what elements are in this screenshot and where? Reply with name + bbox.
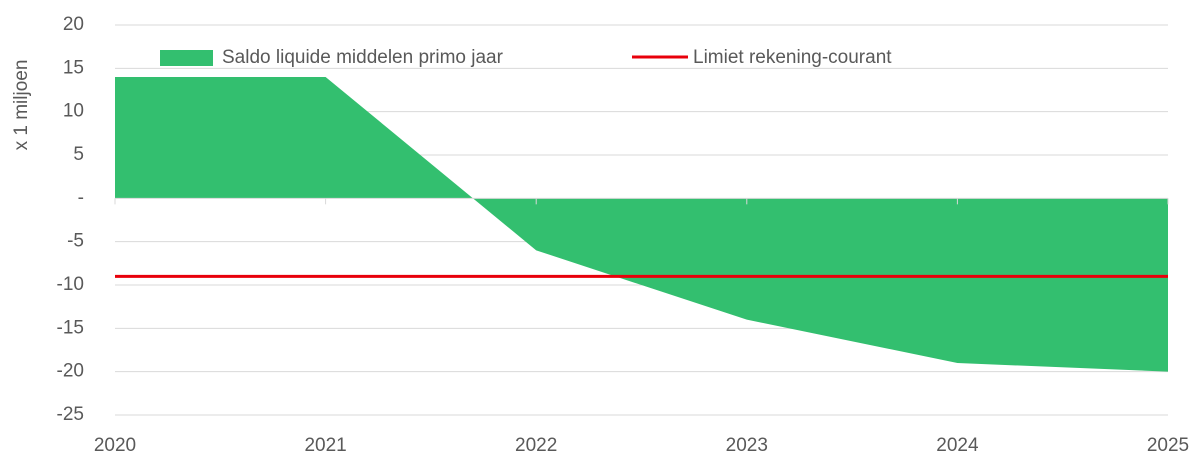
- x-tick-label: 2025: [1147, 435, 1189, 456]
- legend-label: Limiet rekening-courant: [693, 47, 892, 68]
- x-tick-label: 2021: [304, 435, 346, 456]
- y-tick-label: 15: [63, 57, 84, 78]
- x-tick-label: 2023: [726, 435, 768, 456]
- y-tick-label: 20: [63, 14, 84, 35]
- y-tick-label: -5: [67, 231, 84, 252]
- x-tick-label: 2020: [94, 435, 136, 456]
- y-tick-label: 10: [63, 101, 84, 122]
- area: [115, 77, 1168, 372]
- legend-swatch: [160, 50, 213, 66]
- x-tick-label: 2022: [515, 435, 557, 456]
- y-tick-label: 5: [73, 144, 84, 165]
- y-tick-label: -25: [57, 404, 84, 425]
- x-tick-label: 2024: [936, 435, 979, 456]
- legend-label: Saldo liquide middelen primo jaar: [222, 47, 504, 68]
- y-tick-label: -10: [57, 274, 84, 295]
- y-axis-label: x 1 miljoen: [11, 60, 32, 151]
- y-tick-label: -15: [57, 317, 84, 338]
- y-tick-label: -20: [57, 361, 84, 382]
- y-tick-label: -: [78, 187, 84, 208]
